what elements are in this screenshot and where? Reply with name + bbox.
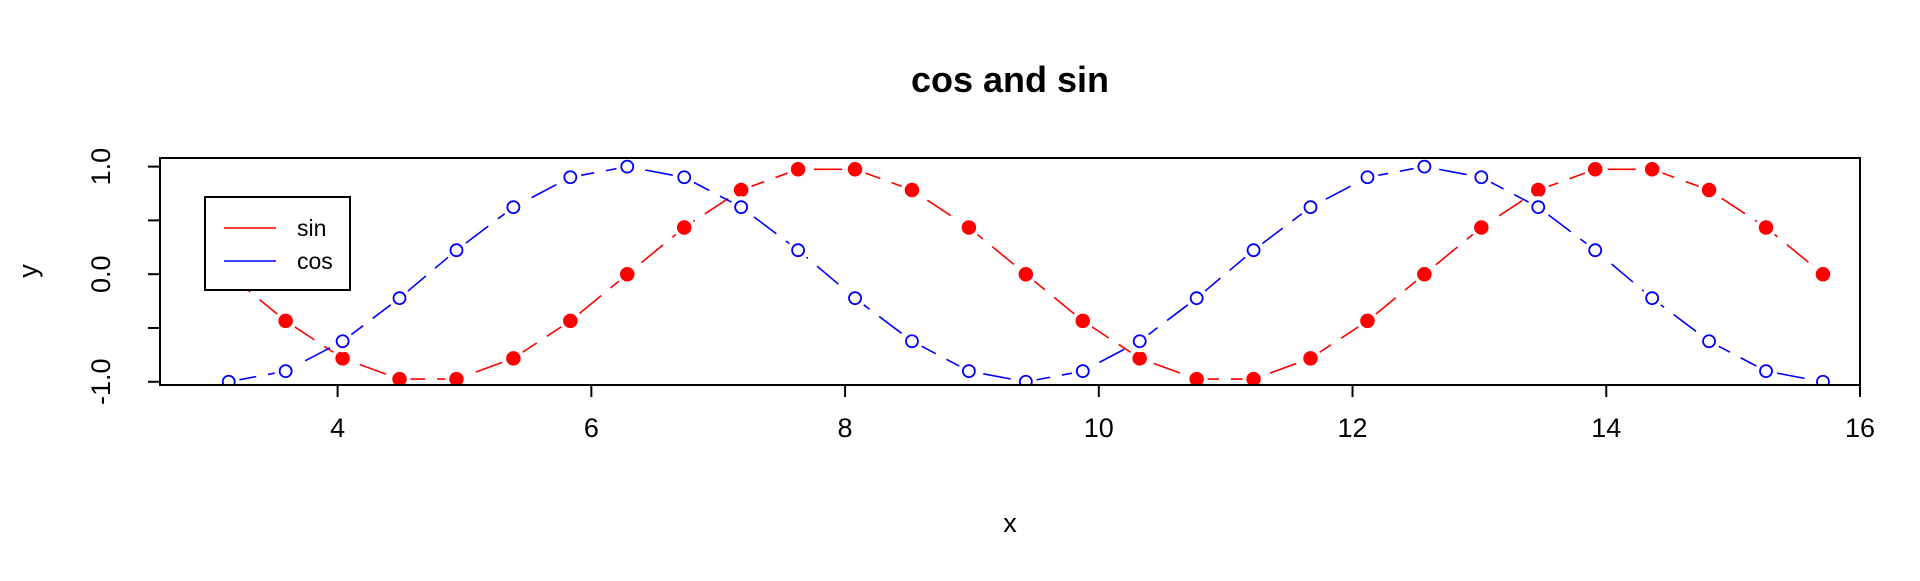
data-point-cos (1531, 200, 1546, 215)
data-point-sin (506, 351, 521, 366)
x-tick-label: 12 (1338, 413, 1368, 443)
data-point-sin (1474, 220, 1489, 235)
x-tick-label: 16 (1845, 413, 1875, 443)
data-point-sin (1303, 351, 1318, 366)
data-point-cos (1588, 243, 1603, 258)
data-point-cos (1018, 374, 1033, 385)
data-point-cos (677, 170, 692, 185)
axes: 4 6 8 10 12 14 16 -1.0 0.0 1.0 (86, 148, 1875, 443)
data-point-cos (1189, 291, 1204, 306)
data-point-sin (961, 220, 977, 235)
data-point-cos (1360, 170, 1375, 185)
data-point-sin (449, 371, 464, 385)
data-point-cos (905, 334, 919, 349)
data-point-sin (733, 182, 749, 198)
data-point-cos (1075, 364, 1090, 379)
data-point-sin (1246, 371, 1261, 385)
data-point-sin (1701, 182, 1717, 198)
data-point-cos (506, 200, 521, 215)
y-tick-label: 0.0 (86, 255, 116, 293)
x-tick-label: 10 (1084, 413, 1114, 443)
data-point-sin (847, 162, 863, 177)
y-tick-label: -1.0 (86, 359, 116, 406)
data-point-cos (1303, 200, 1318, 215)
data-point-cos (1246, 243, 1261, 258)
data-point-cos (1816, 374, 1830, 385)
data-point-sin (278, 313, 293, 329)
y-tick-label: 1.0 (86, 148, 116, 186)
data-point-cos (734, 200, 749, 215)
plot-frame (159, 157, 1861, 386)
data-point-cos (1132, 334, 1147, 349)
data-point-cos (335, 334, 350, 349)
data-point-cos (620, 159, 635, 174)
data-point-cos (1702, 334, 1716, 349)
data-point-cos (221, 374, 236, 385)
legend-box (204, 196, 351, 291)
data-point-sin (1531, 182, 1546, 198)
data-point-cos (1645, 291, 1660, 306)
data-point-cos (791, 243, 805, 258)
data-point-cos (1474, 170, 1489, 185)
legend: sin cos (204, 196, 351, 291)
data-point-sin (1075, 313, 1091, 329)
x-tick-label: 8 (838, 413, 853, 443)
data-point-sin (1018, 266, 1034, 282)
data-point-sin (1417, 266, 1432, 282)
data-point-cos (1759, 364, 1773, 379)
data-point-cos (392, 291, 407, 306)
data-point-sin (620, 266, 635, 282)
x-tick-label: 14 (1591, 413, 1621, 443)
x-tick-label: 6 (584, 413, 599, 443)
data-point-cos (278, 364, 293, 379)
data-point-cos (449, 243, 464, 258)
data-point-sin (1587, 162, 1603, 177)
data-point-sin (676, 220, 692, 235)
data-point-sin (1189, 371, 1204, 385)
y-axis-label: y (13, 264, 43, 278)
data-point-cos (1417, 159, 1432, 174)
series-sin (217, 158, 1834, 385)
data-point-sin (563, 313, 578, 329)
legend-label-sin: sin (297, 215, 326, 241)
legend-label-cos: cos (297, 248, 333, 274)
data-point-sin (1360, 313, 1375, 329)
data-point-sin (1815, 266, 1831, 282)
series-layer (217, 158, 1834, 385)
x-tick-label: 4 (330, 413, 345, 443)
data-point-sin (392, 371, 407, 385)
data-point-cos (563, 170, 578, 185)
chart-title: cos and sin (911, 59, 1109, 100)
data-point-sin (1132, 351, 1147, 366)
data-point-sin (1758, 220, 1774, 235)
x-axis-label: x (1003, 508, 1017, 538)
data-point-sin (1644, 162, 1660, 177)
series-cos (217, 158, 1834, 385)
data-point-cos (848, 291, 862, 306)
data-point-sin (790, 162, 806, 177)
data-point-sin (904, 182, 920, 198)
data-point-cos (961, 364, 976, 379)
data-point-sin (335, 351, 350, 366)
